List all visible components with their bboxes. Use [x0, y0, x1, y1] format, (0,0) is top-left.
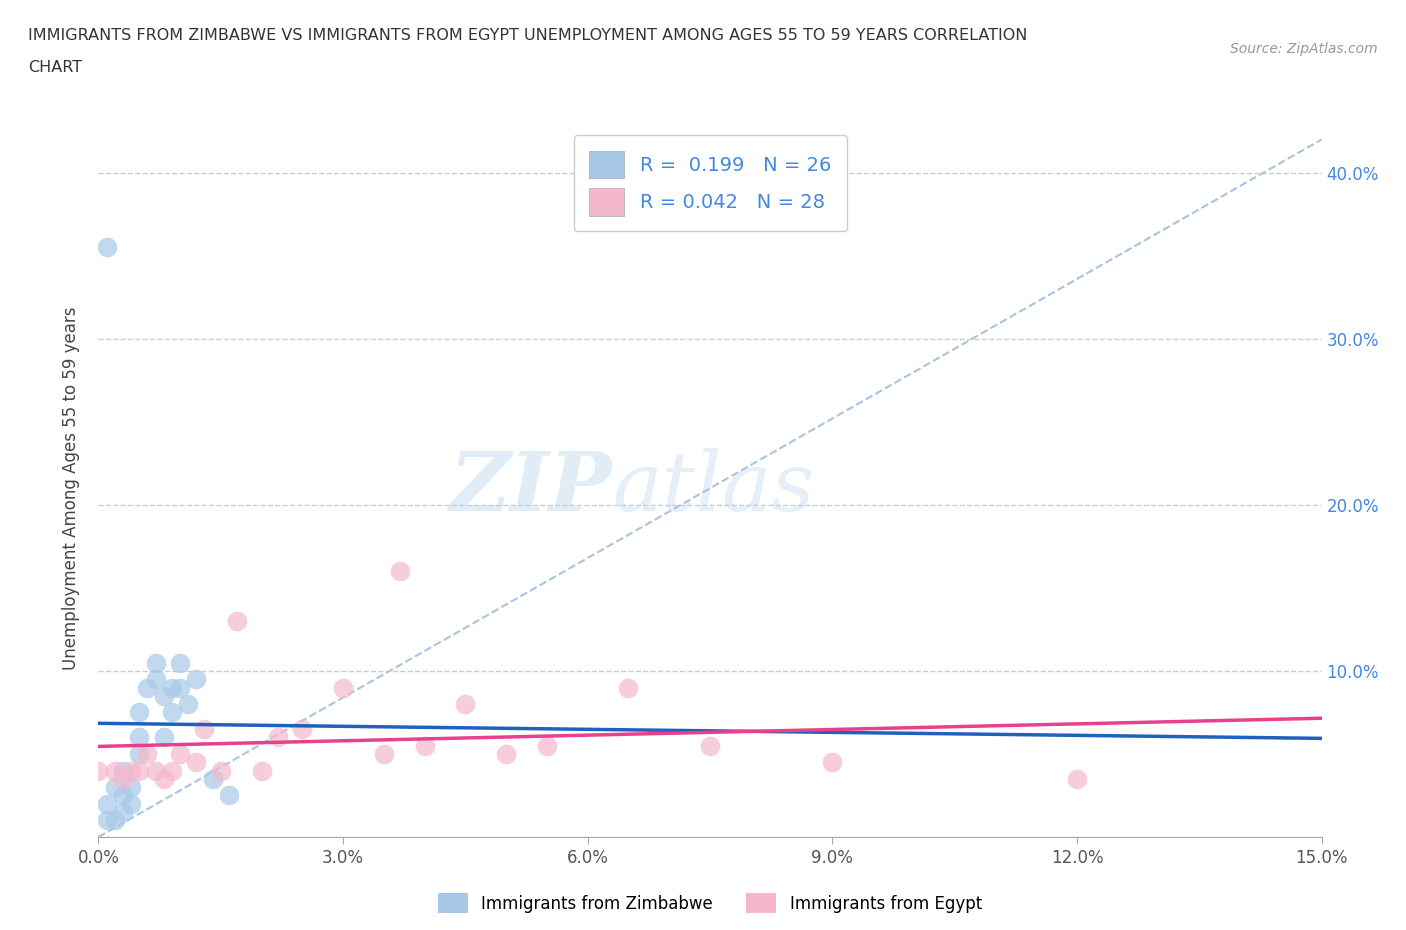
Y-axis label: Unemployment Among Ages 55 to 59 years: Unemployment Among Ages 55 to 59 years: [62, 307, 80, 670]
Point: [226, 614, 249, 629]
Point: [218, 788, 240, 803]
Point: [104, 779, 127, 794]
Point: [169, 747, 191, 762]
Point: [120, 779, 142, 794]
Point: [145, 671, 167, 686]
Point: [389, 564, 412, 578]
Point: [699, 738, 721, 753]
Legend: Immigrants from Zimbabwe, Immigrants from Egypt: Immigrants from Zimbabwe, Immigrants fro…: [432, 887, 988, 920]
Point: [177, 697, 200, 711]
Point: [145, 764, 167, 778]
Point: [152, 688, 174, 703]
Text: Source: ZipAtlas.com: Source: ZipAtlas.com: [1230, 42, 1378, 56]
Point: [128, 764, 150, 778]
Point: [160, 764, 183, 778]
Point: [96, 796, 118, 811]
Point: [250, 764, 273, 778]
Point: [111, 804, 134, 819]
Point: [96, 240, 118, 255]
Point: [454, 697, 477, 711]
Point: [104, 764, 127, 778]
Point: [821, 755, 844, 770]
Point: [495, 747, 517, 762]
Point: [104, 813, 127, 828]
Point: [136, 680, 159, 695]
Point: [152, 730, 174, 745]
Point: [186, 671, 208, 686]
Point: [193, 722, 215, 737]
Point: [87, 764, 110, 778]
Point: [209, 764, 232, 778]
Point: [160, 705, 183, 720]
Point: [169, 656, 191, 671]
Point: [120, 764, 142, 778]
Point: [617, 680, 640, 695]
Text: atlas: atlas: [612, 448, 814, 528]
Point: [152, 772, 174, 787]
Point: [413, 738, 436, 753]
Point: [128, 705, 150, 720]
Point: [160, 680, 183, 695]
Point: [111, 788, 134, 803]
Point: [128, 747, 150, 762]
Point: [111, 772, 134, 787]
Text: CHART: CHART: [28, 60, 82, 75]
Text: IMMIGRANTS FROM ZIMBABWE VS IMMIGRANTS FROM EGYPT UNEMPLOYMENT AMONG AGES 55 TO : IMMIGRANTS FROM ZIMBABWE VS IMMIGRANTS F…: [28, 28, 1028, 43]
Point: [169, 680, 191, 695]
Point: [128, 730, 150, 745]
Point: [332, 680, 354, 695]
Point: [96, 813, 118, 828]
Point: [267, 730, 290, 745]
Point: [373, 747, 395, 762]
Point: [291, 722, 314, 737]
Point: [1066, 772, 1088, 787]
Point: [136, 747, 159, 762]
Point: [120, 796, 142, 811]
Text: ZIP: ZIP: [450, 448, 612, 528]
Point: [145, 656, 167, 671]
Point: [111, 764, 134, 778]
Point: [201, 772, 224, 787]
Point: [186, 755, 208, 770]
Point: [536, 738, 558, 753]
